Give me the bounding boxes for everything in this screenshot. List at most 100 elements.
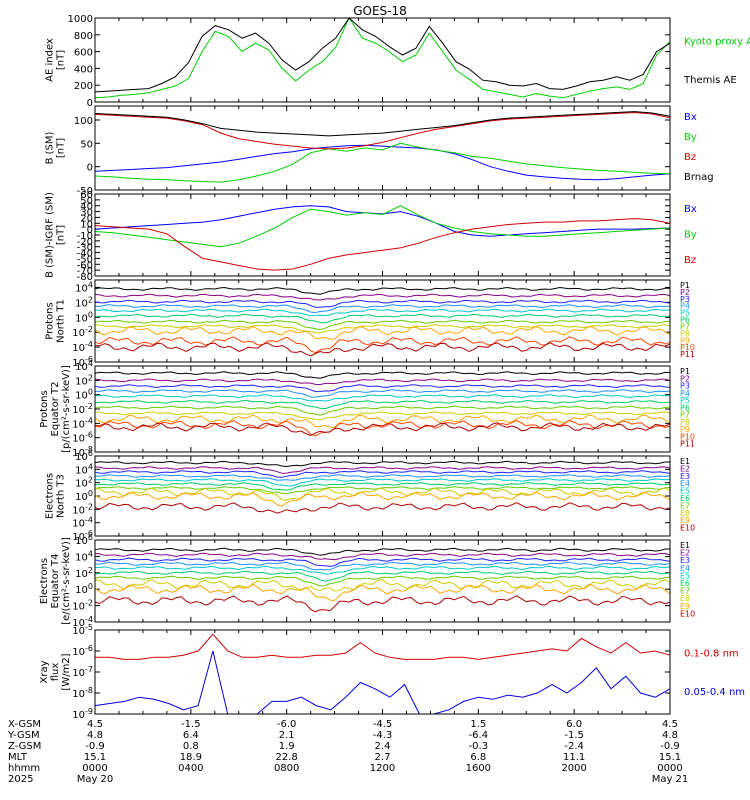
y-tick-label: 10-4 — [72, 516, 93, 530]
y-tick-label: 20 — [80, 213, 93, 224]
tick-exponent: 0 — [88, 310, 93, 319]
series-line-0-05-0-4-nm — [94, 650, 671, 715]
y-tick-label: 10 — [80, 219, 93, 230]
series-line-e6 — [94, 482, 671, 491]
ephemeris-value: 1.9 — [279, 741, 295, 752]
legend-entry: E7 — [680, 501, 690, 510]
tick-exponent: -6 — [85, 529, 93, 538]
y-tick-label: 10-4 — [72, 416, 93, 430]
ephemeris-table: X-GSM 4.5 -1.5 -6.0 -4.5 1.5 6.0 4.5 Y-GSM 4.8 6.4… — [7, 719, 688, 785]
legend-entry: P8 — [680, 329, 690, 338]
tick-exponent: -6 — [85, 355, 93, 364]
y-tick-label: 100 — [75, 489, 93, 503]
y-tick-label: 10-6 — [72, 644, 93, 658]
legend-entry: P9 — [680, 336, 690, 345]
ephemeris-value: 6.0 — [566, 719, 582, 730]
ephemeris-label: MLT — [8, 752, 28, 763]
series-line-e7 — [94, 486, 671, 495]
legend-entry: E9 — [680, 602, 690, 611]
panel-frame — [94, 193, 671, 277]
legend-entry: E2 — [680, 464, 690, 473]
series-line-bz — [94, 111, 671, 150]
y-axis-label-line: Xray — [39, 660, 50, 683]
y-tick-label: 106 — [75, 533, 93, 547]
legend-entry: Kyoto proxy AE — [684, 37, 750, 48]
legend-entry: E4 — [680, 479, 690, 488]
y-tick-label: 50 — [80, 196, 93, 207]
y-axis-label-line: [nT] — [56, 50, 67, 70]
ephemeris-value: 2000 — [561, 763, 586, 774]
legend-entry: P3 — [680, 295, 690, 304]
y-tick-label: 102 — [75, 295, 93, 309]
legend-entry: E6 — [680, 494, 690, 503]
ephemeris-value: 0000 — [82, 763, 107, 774]
series-line-e2 — [94, 466, 671, 474]
ephemeris-value: 1.5 — [470, 719, 486, 730]
y-axis-label-line: North T3 — [56, 474, 67, 518]
panel-1: 0 200 400 600 800 1000 AE index[nT] Kyoto proxy… — [45, 14, 750, 109]
tick-exponent: -9 — [85, 707, 93, 716]
legend-entry: P5 — [680, 396, 690, 405]
y-tick-label: 102 — [75, 476, 93, 490]
series-line-p9 — [94, 326, 671, 340]
ephemeris-value: -2.4 — [564, 741, 584, 752]
ephemeris-value: -1.5 — [564, 730, 584, 741]
tick-exponent: -6 — [85, 644, 93, 653]
series-line-p4 — [94, 389, 671, 398]
tick-exponent: 2 — [88, 476, 93, 485]
y-tick-label: 400 — [74, 64, 93, 75]
tick-exponent: 0 — [88, 582, 93, 591]
y-tick-label: 104 — [75, 462, 93, 476]
legend-entry: P3 — [680, 382, 690, 391]
figure-title: GOES-18 — [353, 4, 407, 18]
y-tick-label: 10-6 — [72, 431, 93, 445]
date-end: May 21 — [652, 774, 689, 785]
series-line-p10 — [94, 336, 671, 354]
panel-frame — [94, 279, 671, 363]
legend-entry: Bz — [684, 255, 696, 266]
series-line-p7 — [94, 405, 671, 416]
series-line-p4 — [94, 304, 671, 314]
y-tick-label: 200 — [74, 81, 93, 92]
ephemeris-value: 15.1 — [84, 752, 106, 763]
series-line-by — [94, 142, 671, 183]
legend-entry: P11 — [680, 350, 695, 359]
y-tick-label: 10-4 — [72, 340, 93, 354]
y-tick-label: -80 — [77, 272, 93, 283]
legend-entry: E4 — [680, 564, 690, 573]
series-line-e6 — [94, 570, 671, 582]
series-line-p9 — [94, 414, 671, 428]
y-axis-label-line: Equator T2 — [50, 382, 61, 437]
series-line-e8 — [94, 578, 671, 592]
legend-entry: E8 — [680, 509, 690, 518]
y-axis-label-line: [p/(cm²-s-sr-keV)] — [61, 365, 72, 453]
y-tick-label: 30 — [80, 208, 93, 219]
y-axis-label-line: Protons — [45, 302, 56, 339]
ephemeris-label: hhmm — [8, 763, 40, 774]
series-line-p2 — [94, 293, 671, 301]
y-axis-label: ProtonsEquator T2[p/(cm²-s-sr-keV)] — [39, 365, 72, 453]
legend-entry: P6 — [680, 316, 690, 325]
ephemeris-value: 15.1 — [659, 752, 681, 763]
y-tick-label: -30 — [77, 243, 93, 254]
legend-entry: P1 — [680, 281, 690, 290]
series-line-p7 — [94, 319, 671, 331]
panel-frame — [94, 455, 671, 537]
tick-exponent: -7 — [85, 665, 93, 674]
ephemeris-value: 2.1 — [279, 730, 295, 741]
series-line-e3 — [94, 557, 671, 567]
y-axis-label-line: [e/(cm²-s-sr-keV)] — [61, 537, 72, 625]
legend-entry: E3 — [680, 472, 690, 481]
y-tick-label: -60 — [77, 260, 93, 271]
series-line-p6 — [94, 399, 671, 410]
y-tick-label: 100 — [75, 388, 93, 402]
tick-exponent: 2 — [88, 566, 93, 575]
legend-entry: P8 — [680, 418, 690, 427]
ephemeris-value: -0.9 — [85, 741, 105, 752]
legend-entry: E1 — [680, 457, 690, 466]
series-line-0-1-0-8-nm — [95, 633, 671, 660]
